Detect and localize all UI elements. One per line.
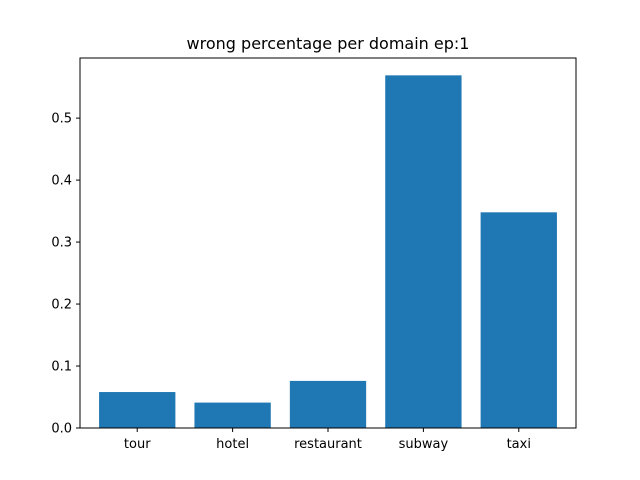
- bar-taxi: [480, 212, 557, 428]
- x-tick-label: tour: [124, 437, 151, 452]
- bar-restaurant: [289, 380, 367, 428]
- y-tick-label: 0.1: [51, 360, 72, 375]
- bar-subway: [385, 75, 462, 429]
- bar-hotel: [194, 402, 271, 428]
- x-tick-label: subway: [399, 437, 449, 452]
- x-tick-label: restaurant: [294, 437, 362, 452]
- x-tick-label: taxi: [507, 437, 531, 452]
- plot-frame: [79, 57, 577, 429]
- y-tick-label: 0.4: [51, 174, 72, 189]
- y-tick-label: 0.5: [51, 112, 72, 127]
- bar-tour: [99, 392, 176, 428]
- y-tick-label: 0.3: [51, 236, 72, 251]
- plot-area: tour hotel restaurant subway taxi 0.0 0.1 0.2 0.…: [51, 75, 557, 452]
- x-tick-label: hotel: [216, 437, 249, 452]
- y-tick-label: 0.2: [51, 298, 72, 313]
- chart-title: wrong percentage per domain ep:1: [187, 34, 470, 53]
- y-tick-label: 0.0: [51, 422, 72, 437]
